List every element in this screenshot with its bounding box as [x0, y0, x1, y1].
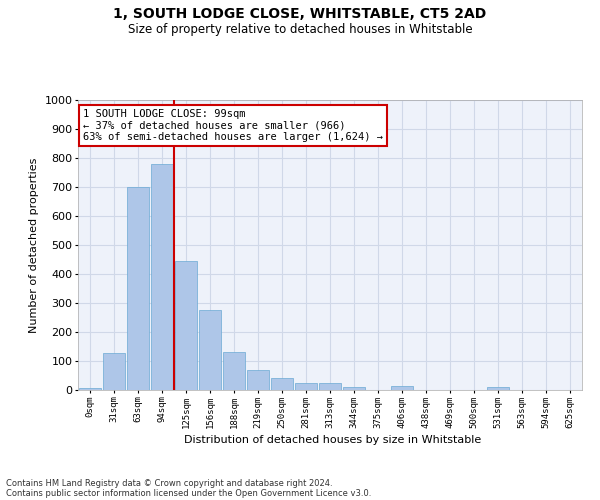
Bar — [295, 384, 317, 390]
Text: 1 SOUTH LODGE CLOSE: 99sqm
← 37% of detached houses are smaller (966)
63% of sem: 1 SOUTH LODGE CLOSE: 99sqm ← 37% of deta… — [83, 108, 383, 142]
Bar — [391, 386, 413, 390]
Text: Contains public sector information licensed under the Open Government Licence v3: Contains public sector information licen… — [6, 488, 371, 498]
Bar — [247, 370, 269, 390]
Text: Size of property relative to detached houses in Whitstable: Size of property relative to detached ho… — [128, 22, 472, 36]
Text: Distribution of detached houses by size in Whitstable: Distribution of detached houses by size … — [184, 435, 482, 445]
Bar — [271, 378, 293, 390]
Bar — [175, 261, 197, 390]
Text: Contains HM Land Registry data © Crown copyright and database right 2024.: Contains HM Land Registry data © Crown c… — [6, 478, 332, 488]
Bar — [79, 388, 101, 390]
Bar — [223, 352, 245, 390]
Bar — [319, 384, 341, 390]
Bar — [127, 187, 149, 390]
Text: 1, SOUTH LODGE CLOSE, WHITSTABLE, CT5 2AD: 1, SOUTH LODGE CLOSE, WHITSTABLE, CT5 2A… — [113, 8, 487, 22]
Bar — [199, 310, 221, 390]
Bar — [487, 387, 509, 390]
Bar — [151, 164, 173, 390]
Y-axis label: Number of detached properties: Number of detached properties — [29, 158, 39, 332]
Bar — [343, 386, 365, 390]
Bar — [103, 353, 125, 390]
